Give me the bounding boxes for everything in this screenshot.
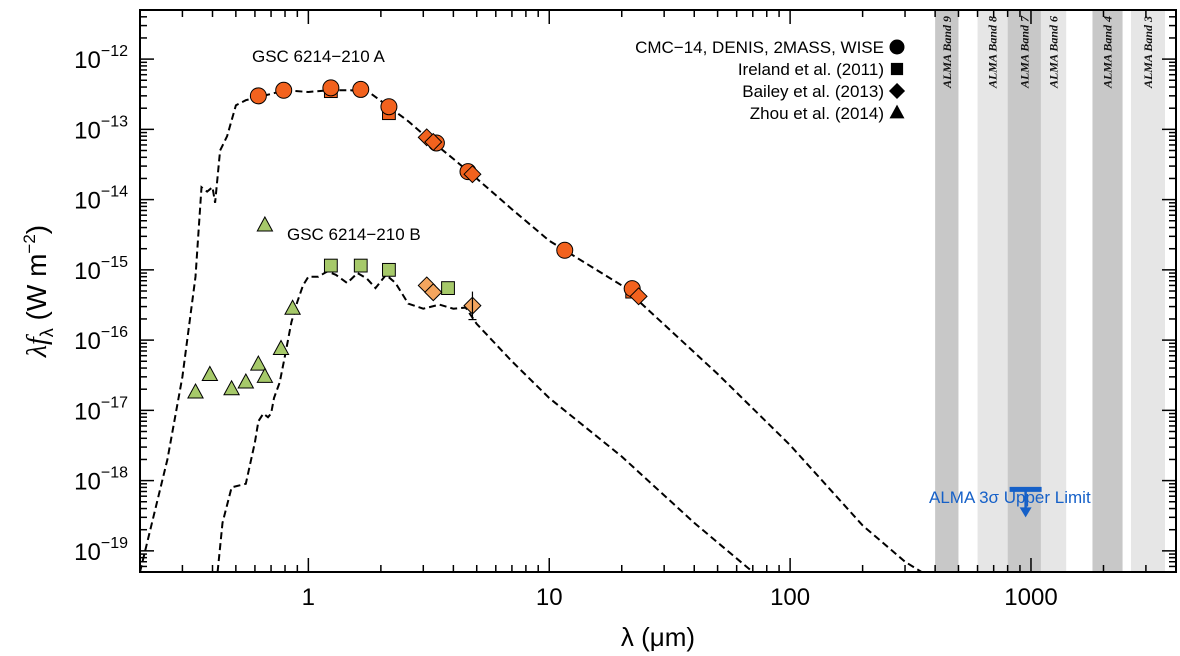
data-point-circle-A [556,241,574,259]
model-line-A [140,89,924,572]
alma-band-4 [1092,10,1123,572]
axis-ticks [139,9,1177,573]
alma-band-label: ALMA Band 4 [1101,16,1115,89]
alma-band-3 [1040,10,1067,572]
primary-label: GSC 6214−210 A [252,47,385,66]
data-point-triangle-B [284,299,302,315]
data-point-diamond-A [463,165,482,184]
data-point-square-B [323,258,338,273]
data-point-circle-A [380,98,398,116]
companion-label: GSC 6214−210 B [287,225,421,244]
model-spectra [140,89,924,572]
y-tick-label: 10−15 [74,254,128,285]
legend-label: Zhou et al. (2014) [750,104,884,123]
legend-square-icon [890,62,904,76]
data-point-diamond-A [424,132,443,152]
data-point-diamond-B [424,283,443,302]
y-tick-label: 10−14 [74,184,128,215]
data-point-circle-A [275,81,293,99]
data-point-square-B [441,281,455,295]
data-point-circle-A [352,80,370,98]
data-point-square-B [353,258,368,273]
x-tick-labels: 1 10 100 1000 [302,584,1058,611]
data-point-triangle-B [237,372,255,389]
legend-label: Bailey et al. (2013) [742,82,884,101]
alma-band-0 [935,10,959,572]
legend: CMC−14, DENIS, 2MASS, WISE Ireland et al.… [635,38,906,123]
alma-band-label: ALMA Band 3 [1141,16,1155,89]
data-point-square-B [382,262,396,277]
alma-band-2 [1007,10,1041,572]
alma-limit-arrow-icon [1019,507,1032,518]
data-point-triangle-B [272,339,290,355]
x-tick-label: 1 [302,584,315,611]
alma-band-label: ALMA Band 8 [986,16,1000,89]
legend-circle-icon [889,39,905,55]
data-point-triangle-B [256,367,274,383]
data-point-triangle-B [249,355,267,371]
legend-diamond-icon [888,82,906,100]
y-tick-label: 10−13 [74,113,128,144]
y-tick-label: 10−16 [74,324,128,355]
legend-triangle-icon [889,104,905,119]
alma-upper-limit-marker [1009,486,1042,518]
legend-label: Ireland et al. (2011) [738,60,884,79]
model-line-B [216,270,754,572]
x-tick-label: 100 [770,584,810,611]
y-tick-label: 10−17 [74,394,128,425]
y-tick-label: 10−12 [74,43,128,74]
data-point-circle-A [322,79,340,97]
data-point-triangle-B [201,365,219,381]
alma-band-1 [977,10,1008,572]
data-point-triangle-B [256,215,274,232]
x-axis-label: λ (μm) [621,622,695,652]
y-tick-label: 10−19 [74,535,128,566]
y-tick-labels: 10−12 10−13 10−14 10−15 10−16 10−17 10−18 10−19 [74,43,128,566]
alma-band-5 [1130,10,1165,572]
photometry-points [187,79,648,399]
alma-band-label: ALMA Band 7 [1017,15,1031,89]
legend-label: CMC−14, DENIS, 2MASS, WISE [635,38,884,57]
alma-band-labels: ALMA Band 9 ALMA Band 8 ALMA Band 7 ALMA Ba… [940,15,1155,89]
y-axis-label: λfλ (W m−2) [20,225,57,358]
alma-limit-label: ALMA 3σ Upper Limit [929,488,1091,507]
x-tick-label: 1000 [1004,584,1057,611]
data-point-diamond-A [629,287,648,306]
data-point-circle-A [249,87,267,105]
alma-band-label: ALMA Band 9 [940,16,954,89]
data-point-triangle-B [223,379,241,396]
alma-bands [935,10,1165,572]
alma-band-label: ALMA Band 6 [1047,16,1061,89]
y-tick-label: 10−18 [74,465,128,496]
data-point-triangle-B [187,382,204,399]
x-tick-label: 10 [536,584,563,611]
